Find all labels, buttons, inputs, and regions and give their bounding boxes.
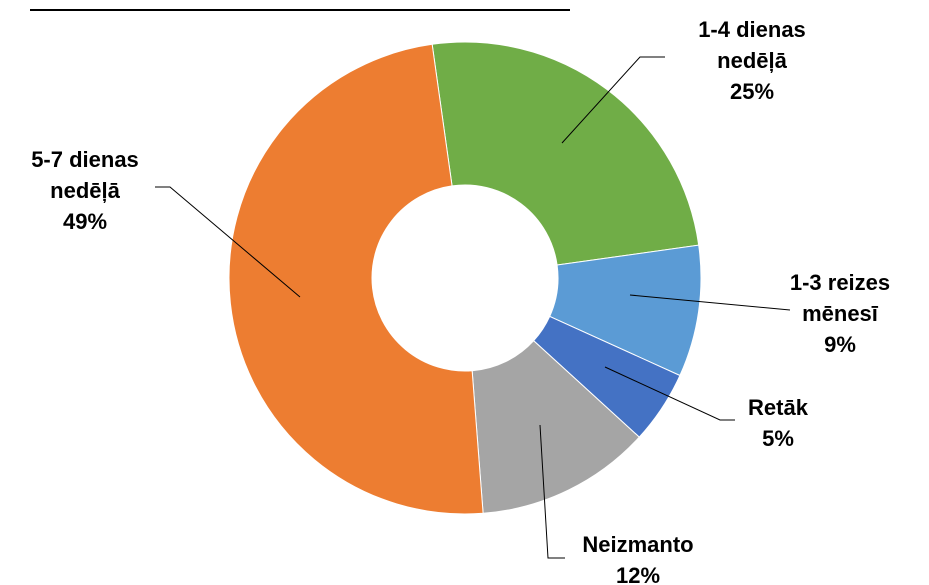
data-label: Retāk 5%: [678, 392, 878, 454]
slices: [228, 41, 702, 515]
data-label: 1-3 reizes mēnesī 9%: [740, 267, 929, 360]
category-label: 5-7 dienas nedēļā: [31, 147, 139, 203]
donut-slice: [471, 340, 640, 514]
leader-line: [155, 186, 301, 298]
category-label: 1-3 reizes mēnesī: [789, 270, 891, 326]
leader-line: [629, 294, 791, 311]
leader-line: [604, 366, 735, 421]
value-label: 25%: [729, 79, 775, 104]
value-label: 5%: [762, 426, 794, 451]
donut-slice: [431, 41, 700, 266]
category-label: Retāk: [748, 395, 808, 420]
leader-lines: [155, 56, 791, 559]
data-label: 5-7 dienas nedēļā 49%: [0, 144, 185, 237]
category-label: Neizmanto: [582, 532, 694, 557]
leader-line: [561, 56, 665, 144]
data-label: Neizmanto 12%: [538, 529, 738, 585]
leader-line: [539, 424, 565, 559]
value-label: 12%: [615, 563, 661, 585]
donut-slice: [228, 43, 484, 515]
value-label: 49%: [62, 209, 108, 234]
value-label: 9%: [824, 332, 856, 357]
category-label: 1-4 dienas nedēļā: [698, 17, 806, 73]
data-label: 1-4 dienas nedēļā 25%: [652, 14, 852, 107]
